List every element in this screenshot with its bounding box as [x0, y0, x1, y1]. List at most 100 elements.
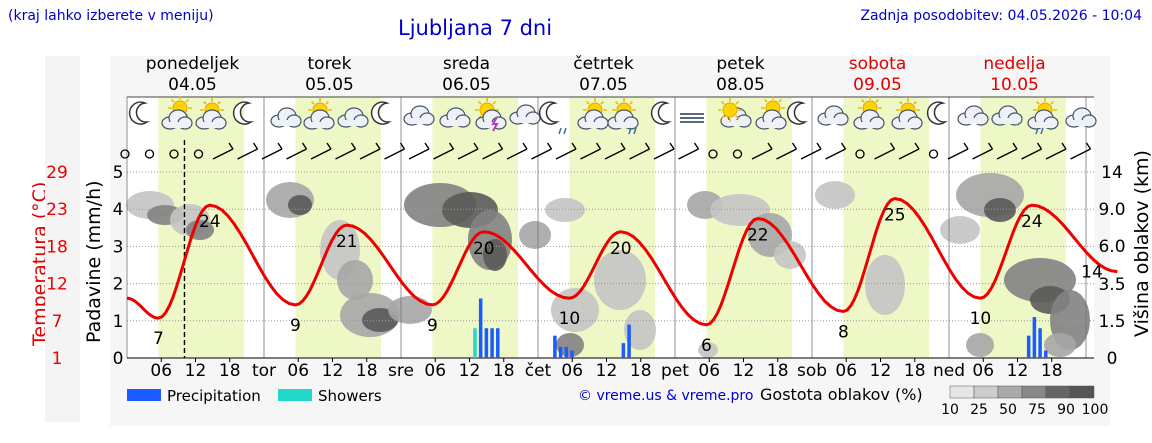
cloud-density-patch — [966, 333, 994, 357]
temp-max-label: 22 — [747, 226, 769, 246]
wind-calm-icon — [120, 149, 130, 159]
wind-barb-icon — [506, 142, 528, 160]
hour-tick-label: 06 — [698, 361, 720, 381]
day-short-label: čet — [525, 361, 552, 381]
cloud-icon — [577, 109, 609, 130]
cloud-density-patch — [984, 198, 1016, 222]
cloud-icon — [1027, 109, 1059, 130]
cloud-density-swatch — [1069, 385, 1095, 399]
temperature-tick-label: 7 — [52, 312, 63, 332]
cloud-density-swatch — [997, 385, 1023, 399]
wind-barb-icon — [800, 142, 822, 160]
hour-tick-label: 18 — [767, 361, 789, 381]
hour-tick-label: 06 — [424, 361, 446, 381]
cloud-icon — [891, 109, 923, 130]
hour-tick-label: 12 — [733, 361, 755, 381]
temperature-tick-label: 12 — [46, 275, 68, 295]
precipitation-bar — [473, 328, 477, 358]
temp-min-label: 8 — [838, 323, 849, 343]
showers-legend-swatch — [278, 389, 312, 401]
wind-calm-icon — [732, 149, 743, 159]
hour-tick-label: 06 — [150, 361, 172, 381]
rain-icon — [628, 127, 637, 135]
location-hint: (kraj lahko izberete v meniju) — [8, 8, 214, 24]
cloud-density-patch — [594, 250, 646, 310]
cloud-icon — [403, 105, 435, 126]
moon-icon — [926, 101, 948, 125]
hour-tick-label: 06 — [835, 361, 857, 381]
cloud-height-tick-label: 0 — [1107, 349, 1118, 369]
cloud-density-patch — [388, 296, 432, 324]
cloud-icon — [337, 107, 369, 128]
wind-barb-icon — [531, 142, 553, 160]
precipitation-bar — [490, 328, 494, 358]
cloud-icon — [755, 109, 787, 130]
wind-barb-icon — [629, 142, 651, 160]
cloud-density-legend-title: Gostota oblakov (%) — [760, 385, 923, 404]
credit-link[interactable]: © vreme.us & vreme.pro — [578, 388, 754, 404]
cloud-density-step-label: 25 — [970, 402, 988, 418]
wind-calm-icon — [193, 149, 204, 159]
hour-tick-label: 18 — [904, 361, 926, 381]
moon-icon — [650, 101, 672, 125]
daylight-band — [843, 97, 930, 358]
wind-barb-icon — [261, 142, 283, 160]
wind-barb-icon — [874, 142, 896, 160]
precipitation-bar — [553, 335, 557, 358]
precip-tick-label: 3 — [113, 237, 124, 257]
precipitation-bar — [478, 298, 483, 358]
cloud-density-swatch — [973, 385, 999, 399]
day-date-label: 06.05 — [442, 75, 491, 95]
cloud-density-patch — [624, 310, 656, 350]
day-name-label: četrtek — [573, 54, 634, 74]
temp-min-label: 10 — [559, 309, 581, 329]
cloud-density-step-label: 100 — [1082, 402, 1109, 418]
wind-barb-icon — [776, 142, 798, 160]
hour-tick-label: 18 — [1041, 361, 1063, 381]
wind-barb-icon — [1045, 142, 1067, 160]
cloud-density-patch — [1044, 333, 1076, 357]
showers-legend-label: Showers — [318, 387, 382, 405]
temperature-tick-label: 18 — [46, 237, 68, 257]
precipitation-bar — [496, 328, 500, 358]
cloud-height-tick-label: 14 — [1101, 163, 1123, 183]
cloud-density-patch — [545, 198, 585, 222]
day-date-label: 09.05 — [853, 75, 902, 95]
cloud-density-step-label: 10 — [941, 402, 959, 418]
precipitation-bar — [484, 328, 489, 358]
wind-barb-icon — [996, 142, 1018, 160]
wind-barb-icon — [457, 142, 479, 160]
hour-tick-label: 18 — [630, 361, 652, 381]
wind-barb-icon — [580, 142, 602, 160]
day-date-label: 08.05 — [716, 75, 765, 95]
precipitation-bar — [564, 346, 569, 358]
moon-icon — [786, 101, 808, 125]
temperature-tick-label: 23 — [46, 200, 68, 220]
temperature-line — [126, 197, 1118, 327]
hour-tick-label: 12 — [459, 361, 481, 381]
precipitation-bar — [1026, 335, 1031, 358]
cloud-icon — [161, 109, 193, 130]
cloud-density-patch — [288, 195, 312, 215]
day-name-label: nedelja — [983, 54, 1045, 74]
cloud-density-patch — [865, 255, 905, 315]
wind-barb-icon — [555, 142, 577, 160]
hour-tick-label: 06 — [972, 361, 994, 381]
hour-tick-label: 18 — [219, 361, 241, 381]
wind-barb-icon — [359, 142, 381, 160]
wind-barb-icon — [384, 142, 406, 160]
temp-max-label: 25 — [884, 206, 906, 226]
precipitation-bar — [1044, 350, 1048, 358]
day-short-label: tor — [252, 361, 276, 381]
cloud-density-patch — [940, 216, 980, 244]
cloud-density-step-label: 75 — [1028, 402, 1046, 418]
precip-tick-label: 2 — [113, 275, 124, 295]
wind-barb-icon — [212, 142, 234, 160]
cloud-density-patch — [698, 342, 718, 358]
temp-max-label: 20 — [473, 239, 495, 259]
hour-tick-label: 12 — [1007, 361, 1029, 381]
cloud-density-patch — [519, 221, 551, 249]
moon-icon — [232, 101, 254, 125]
day-name-label: torek — [308, 54, 352, 74]
